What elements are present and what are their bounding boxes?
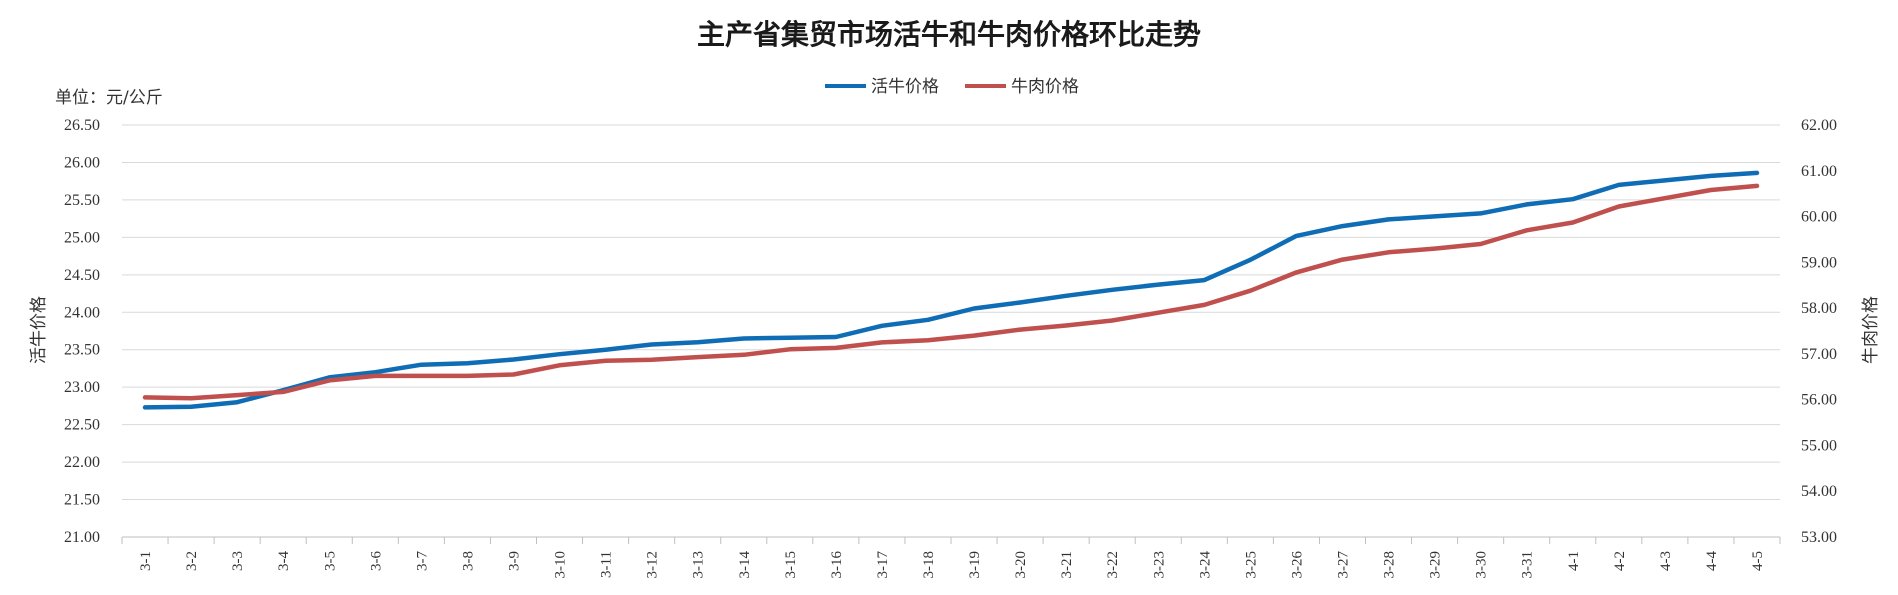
legend: 活牛价格 牛肉价格 xyxy=(825,77,1079,97)
x-axis: 3-1 3-2 3-3 3-4 3-5 3-6 3-7 3-8 3-9 3-10 3-11 3-12 3… xyxy=(121,536,1781,579)
x-tick-label: 3-1 xyxy=(138,551,154,571)
x-tick-label: 3-9 xyxy=(506,551,522,571)
y-tick-right: 54.00 xyxy=(1801,483,1837,500)
x-tick-label: 4-5 xyxy=(1750,551,1766,571)
y-tick-right: 61.00 xyxy=(1801,163,1837,180)
x-tick-label: 3-25 xyxy=(1243,551,1259,579)
y-axis-right-title: 牛肉价格 xyxy=(1861,296,1881,364)
x-tick-label: 3-24 xyxy=(1197,551,1213,579)
y-axis-left-title: 活牛价格 xyxy=(29,296,49,364)
x-tick-label: 3-22 xyxy=(1105,551,1121,579)
x-tick-label: 3-13 xyxy=(691,551,707,579)
y-tick-left: 24.50 xyxy=(64,267,100,284)
x-tick-label: 3-30 xyxy=(1474,551,1490,579)
y-tick-left: 22.00 xyxy=(64,454,100,471)
x-tick-label: 3-17 xyxy=(875,551,891,579)
x-tick-label: 3-5 xyxy=(322,551,338,571)
x-tick-label: 3-2 xyxy=(184,551,200,571)
x-tick-label: 3-7 xyxy=(414,551,430,571)
y-axis-left-ticks: 21.00 21.50 22.00 22.50 23.00 23.50 24.00 24.50… xyxy=(64,117,100,546)
legend-label-live-cattle: 活牛价格 xyxy=(871,77,939,97)
y-tick-left: 26.50 xyxy=(64,117,100,134)
x-tick-label: 3-15 xyxy=(783,551,799,579)
x-tick-label: 3-8 xyxy=(460,551,476,571)
x-tick-label: 3-23 xyxy=(1151,551,1167,579)
x-tick-label: 3-11 xyxy=(599,551,615,578)
y-tick-right: 57.00 xyxy=(1801,346,1837,363)
x-tick-label: 4-3 xyxy=(1658,551,1674,571)
x-tick-label: 3-26 xyxy=(1289,551,1305,579)
x-tick-label: 3-18 xyxy=(921,551,937,579)
y-tick-left: 21.00 xyxy=(64,529,100,546)
legend-item-beef: 牛肉价格 xyxy=(965,77,1079,97)
chart-title: 主产省集贸市场活牛和牛肉价格环比走势 xyxy=(697,18,1201,51)
x-tick-label: 3-27 xyxy=(1335,551,1351,579)
x-tick-label: 3-10 xyxy=(553,551,569,579)
x-tick-label: 3-4 xyxy=(276,551,292,571)
y-axis-right-ticks: 53.00 54.00 55.00 56.00 57.00 58.00 59.00 60.00… xyxy=(1801,117,1837,546)
x-tick-label: 3-31 xyxy=(1520,551,1536,579)
legend-label-beef: 牛肉价格 xyxy=(1011,77,1079,97)
y-tick-right: 53.00 xyxy=(1801,529,1837,546)
x-tick-label: 3-29 xyxy=(1428,551,1444,579)
y-tick-left: 25.50 xyxy=(64,192,100,209)
series-line-live-cattle xyxy=(142,170,1760,410)
x-tick-label: 4-1 xyxy=(1566,551,1582,571)
x-tick-label: 3-28 xyxy=(1382,551,1398,579)
series-line-beef xyxy=(142,183,1760,401)
y-tick-left: 25.00 xyxy=(64,229,100,246)
y-tick-right: 56.00 xyxy=(1801,392,1837,409)
series-lines xyxy=(142,170,1760,410)
x-tick-label: 3-21 xyxy=(1059,551,1075,579)
y-tick-left: 23.50 xyxy=(64,342,100,359)
unit-label: 单位：元/公斤 xyxy=(55,88,163,108)
x-tick-label: 3-20 xyxy=(1013,551,1029,579)
y-tick-left: 24.00 xyxy=(64,304,100,321)
x-tick-label: 3-3 xyxy=(230,551,246,571)
y-tick-left: 26.00 xyxy=(64,154,100,171)
y-tick-right: 62.00 xyxy=(1801,117,1837,134)
x-tick-label: 3-14 xyxy=(737,551,753,579)
y-tick-right: 58.00 xyxy=(1801,300,1837,317)
y-tick-right: 55.00 xyxy=(1801,437,1837,454)
legend-item-live-cattle: 活牛价格 xyxy=(825,77,939,97)
y-tick-right: 59.00 xyxy=(1801,254,1837,271)
x-tick-label: 3-12 xyxy=(645,551,661,579)
x-tick-label: 3-16 xyxy=(829,551,845,579)
x-tick-label: 4-2 xyxy=(1612,551,1628,571)
y-tick-right: 60.00 xyxy=(1801,209,1837,226)
x-tick-label: 3-6 xyxy=(368,551,384,571)
y-tick-left: 21.50 xyxy=(64,492,100,509)
y-tick-left: 23.00 xyxy=(64,379,100,396)
x-tick-label: 3-19 xyxy=(967,551,983,579)
y-tick-left: 22.50 xyxy=(64,417,100,434)
x-tick-label: 4-4 xyxy=(1704,551,1720,571)
